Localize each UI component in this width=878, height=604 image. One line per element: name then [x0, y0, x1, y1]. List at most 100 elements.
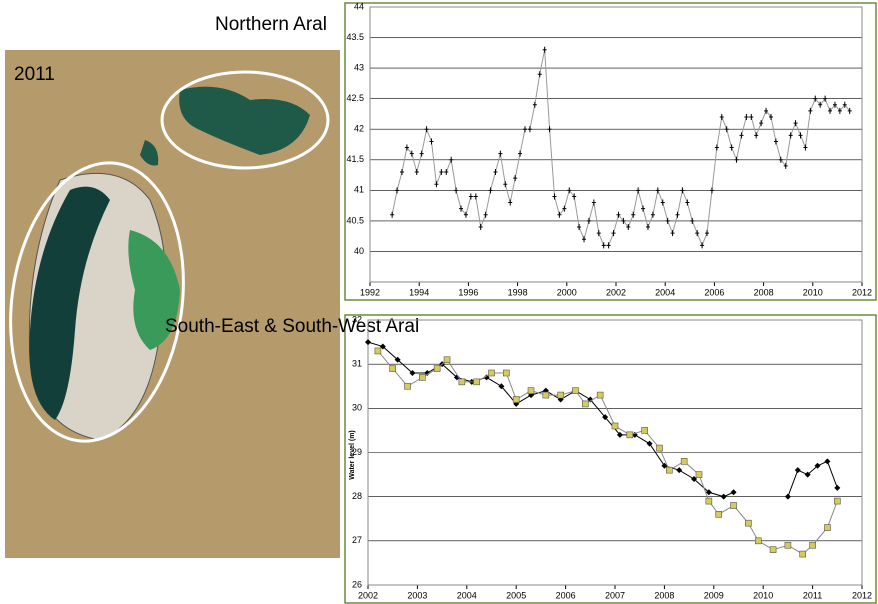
marker	[513, 175, 518, 182]
x-tick-label: 2012	[852, 590, 872, 600]
marker	[488, 369, 495, 377]
marker	[636, 187, 641, 194]
marker	[719, 114, 724, 120]
marker	[424, 370, 431, 376]
marker	[730, 502, 737, 509]
y-tick-label: 30	[352, 403, 362, 413]
marker	[503, 369, 510, 377]
y-tick-label: 44	[354, 1, 364, 11]
y-tick-label: 42.5	[346, 93, 364, 103]
marker	[685, 199, 690, 206]
x-tick-label: 2002	[606, 287, 626, 297]
marker	[641, 205, 646, 212]
marker	[695, 230, 700, 237]
marker	[390, 211, 395, 218]
marker	[695, 471, 703, 478]
marker	[527, 126, 532, 133]
plot-frame	[369, 6, 863, 283]
y-tick-label: 31	[352, 359, 362, 369]
marker	[449, 156, 454, 163]
marker	[601, 242, 606, 249]
marker	[783, 162, 788, 169]
image-year: 2011	[14, 64, 55, 85]
marker	[433, 365, 441, 372]
y-tick-label: 29	[352, 447, 362, 457]
marker	[473, 193, 478, 200]
marker	[557, 211, 562, 218]
x-tick-label: 2000	[557, 287, 577, 297]
marker	[404, 382, 411, 390]
marker	[650, 211, 655, 218]
marker	[769, 546, 777, 553]
marker	[424, 126, 429, 133]
marker	[660, 199, 665, 206]
marker	[641, 427, 648, 434]
marker	[814, 462, 821, 469]
marker	[724, 126, 729, 133]
marker	[646, 440, 653, 447]
y-tick-label: 43.5	[346, 32, 364, 42]
x-tick-label: 2012	[852, 287, 872, 297]
x-tick-label: 2004	[655, 287, 675, 297]
marker	[518, 150, 523, 157]
marker	[429, 138, 434, 145]
marker	[395, 187, 400, 194]
marker	[645, 224, 650, 230]
marker	[680, 458, 688, 465]
chart-panel	[344, 314, 877, 604]
marker	[582, 236, 587, 243]
marker	[714, 144, 719, 151]
marker	[394, 356, 401, 363]
y-tick-label: 40.5	[346, 215, 364, 225]
marker	[503, 181, 508, 188]
marker	[631, 211, 636, 218]
x-tick-label: 2006	[556, 590, 576, 600]
y-tick-label: 26	[352, 579, 362, 589]
east-basin	[128, 230, 180, 350]
marker	[729, 144, 734, 151]
marker	[512, 396, 520, 403]
x-tick-label: 2009	[704, 590, 724, 600]
marker	[409, 150, 414, 157]
y-tick-label: 40	[354, 246, 364, 256]
small-lake	[140, 140, 159, 166]
marker	[537, 71, 542, 78]
marker	[587, 396, 594, 403]
marker	[552, 193, 557, 200]
marker	[670, 230, 675, 237]
marker	[709, 187, 714, 194]
y-tick-label: 41.5	[346, 154, 364, 164]
y-tick-label: 42	[354, 124, 364, 134]
marker	[705, 497, 713, 505]
marker	[700, 242, 705, 249]
marker	[365, 339, 371, 346]
marker	[547, 126, 552, 133]
marker	[542, 391, 550, 399]
marker	[847, 107, 852, 114]
marker	[803, 144, 808, 151]
marker	[404, 144, 409, 151]
marker	[661, 462, 668, 469]
marker	[562, 205, 567, 212]
marker	[409, 370, 416, 376]
marker	[439, 169, 444, 175]
marker	[616, 431, 623, 438]
x-tick-label: 2008	[754, 287, 774, 297]
marker	[798, 132, 803, 139]
marker	[730, 489, 737, 496]
chart-panel	[344, 2, 877, 301]
x-tick-label: 2008	[654, 590, 674, 600]
y-tick-label: 28	[352, 491, 362, 501]
highlight-ellipse	[160, 70, 330, 170]
x-tick-label: 2003	[407, 590, 427, 600]
x-tick-label: 2011	[803, 590, 822, 600]
marker	[754, 537, 762, 545]
marker	[606, 242, 611, 249]
x-tick-label: 2004	[457, 590, 477, 600]
marker	[824, 524, 831, 531]
marker	[582, 400, 589, 408]
marker	[591, 199, 596, 206]
marker	[611, 422, 619, 430]
marker	[768, 114, 773, 120]
marker	[794, 467, 801, 474]
